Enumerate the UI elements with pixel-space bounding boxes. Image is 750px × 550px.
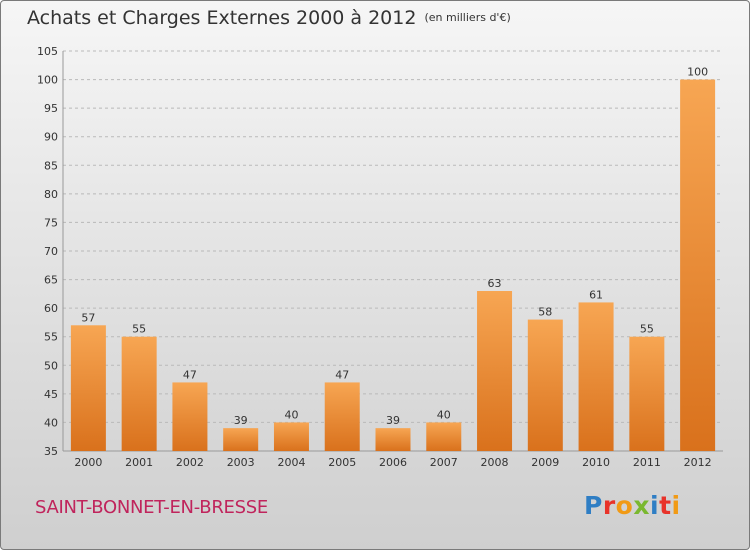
data-label: 40 bbox=[284, 408, 298, 421]
x-tick-label: 2008 bbox=[481, 456, 509, 469]
y-tick-label: 65 bbox=[44, 274, 58, 287]
bar bbox=[324, 382, 360, 451]
y-axis: 35 40 45 50 55 60 65 70 75 80 85 90 95 100 105 bbox=[37, 45, 723, 458]
bar bbox=[223, 428, 259, 451]
x-tick-label: 2012 bbox=[684, 456, 712, 469]
bar bbox=[375, 428, 411, 451]
y-tick-label: 60 bbox=[44, 302, 58, 315]
data-label: 55 bbox=[132, 323, 146, 336]
data-label: 61 bbox=[589, 288, 603, 301]
x-tick-label: 2003 bbox=[227, 456, 255, 469]
data-label: 47 bbox=[335, 368, 349, 381]
x-tick-label: 2010 bbox=[582, 456, 610, 469]
bar bbox=[121, 336, 157, 451]
x-tick-label: 2011 bbox=[633, 456, 661, 469]
bar bbox=[578, 302, 614, 451]
bar bbox=[680, 79, 716, 452]
data-label: 57 bbox=[81, 311, 95, 324]
bar bbox=[273, 422, 309, 451]
data-label: 47 bbox=[183, 368, 197, 381]
gridlines bbox=[63, 50, 723, 452]
x-tick-label: 2001 bbox=[125, 456, 153, 469]
data-label: 40 bbox=[437, 408, 451, 421]
proxiti-logo[interactable]: Proxiti bbox=[584, 491, 681, 520]
bar bbox=[172, 382, 208, 451]
y-tick-label: 40 bbox=[44, 416, 58, 429]
logo-letter: x bbox=[633, 491, 650, 520]
logo-letter: i bbox=[671, 491, 681, 520]
chart-title: Achats et Charges Externes 2000 à 2012 (e… bbox=[27, 7, 511, 29]
y-tick-label: 35 bbox=[44, 445, 58, 458]
x-tick-label: 2005 bbox=[328, 456, 356, 469]
y-tick-label: 100 bbox=[37, 74, 58, 87]
x-tick-label: 2006 bbox=[379, 456, 407, 469]
logo-letter: P bbox=[584, 491, 603, 520]
x-tick-label: 2000 bbox=[74, 456, 102, 469]
logo-letter: r bbox=[602, 491, 616, 520]
y-tick-label: 105 bbox=[37, 45, 58, 58]
y-tick-label: 75 bbox=[44, 216, 58, 229]
bar bbox=[477, 291, 513, 451]
x-tick-label: 2009 bbox=[531, 456, 559, 469]
data-label: 100 bbox=[687, 66, 708, 79]
y-tick-label: 90 bbox=[44, 131, 58, 144]
y-tick-label: 95 bbox=[44, 102, 58, 115]
x-tick-label: 2002 bbox=[176, 456, 204, 469]
bar bbox=[629, 336, 665, 451]
y-tick-label: 80 bbox=[44, 188, 58, 201]
commune-name: SAINT-BONNET-EN-BRESSE bbox=[35, 497, 268, 518]
y-tick-label: 55 bbox=[44, 331, 58, 344]
logo-letter: o bbox=[615, 491, 634, 520]
data-label: 63 bbox=[488, 277, 502, 290]
data-label: 39 bbox=[386, 414, 400, 427]
bar bbox=[527, 319, 563, 451]
bar bbox=[426, 422, 462, 451]
data-label: 39 bbox=[234, 414, 248, 427]
chart-title-text: Achats et Charges Externes 2000 à 2012 bbox=[27, 7, 417, 29]
y-tick-label: 70 bbox=[44, 245, 58, 258]
chart-unit: (en milliers d'€) bbox=[424, 11, 511, 24]
x-tick-label: 2007 bbox=[430, 456, 458, 469]
data-label: 55 bbox=[640, 323, 654, 336]
bars: 57 2000 55 2001 47 2002 39 2003 40 2004 47 2005 39 20… bbox=[70, 66, 716, 469]
y-tick-label: 85 bbox=[44, 159, 58, 172]
bar bbox=[70, 325, 106, 451]
x-tick-label: 2004 bbox=[277, 456, 305, 469]
logo-letter: t bbox=[659, 491, 672, 520]
data-label: 58 bbox=[538, 306, 552, 319]
logo-letter: i bbox=[650, 491, 660, 520]
y-tick-label: 45 bbox=[44, 388, 58, 401]
y-tick-label: 50 bbox=[44, 359, 58, 372]
